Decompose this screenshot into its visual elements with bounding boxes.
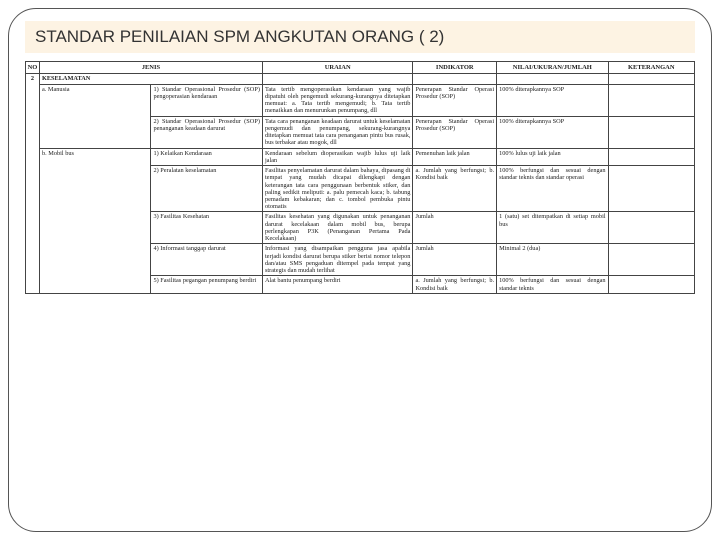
- cell-jenis: 4) Informasi tanggap darurat: [151, 244, 263, 276]
- cell-ket: [608, 166, 694, 212]
- slide-frame: STANDAR PENILAIAN SPM ANGKUTAN ORANG ( 2…: [8, 8, 712, 532]
- cell-cat-b: b. Mobil bus: [39, 148, 151, 293]
- cell-uraian: Kendaraan sebelum dioperasikan wajib lul…: [262, 148, 413, 165]
- cell-indikator: Penerapan Standar Operasi Prosedur (SOP): [413, 84, 497, 116]
- cell-empty: [497, 74, 609, 84]
- cell-jenis: 1) Standar Operasional Prosedur (SOP) pe…: [151, 84, 263, 116]
- cell-ket: [608, 276, 694, 293]
- page-title: STANDAR PENILAIAN SPM ANGKUTAN ORANG ( 2…: [25, 21, 695, 53]
- th-indikator: INDIKATOR: [413, 62, 497, 74]
- cell-indikator: Jumlah: [413, 244, 497, 276]
- th-nilai: NILAI/UKURAN/JUMLAH: [497, 62, 609, 74]
- cell-uraian: Tata tertib mengoperasikan kendaraan yan…: [262, 84, 413, 116]
- th-jenis: JENIS: [39, 62, 262, 74]
- th-uraian: URAIAN: [262, 62, 413, 74]
- cell-indikator: a. Jumlah yang berfungsi; b. Kondisi bai…: [413, 276, 497, 293]
- table-row: b. Mobil bus 1) Kelaikan Kendaraan Kenda…: [26, 148, 695, 165]
- group-row: 2 KESELAMATAN: [26, 74, 695, 84]
- cell-nilai: 100% lulus uji laik jalan: [497, 148, 609, 165]
- cell-ket: [608, 84, 694, 116]
- cell-uraian: Alat bantu penumpang berdiri: [262, 276, 413, 293]
- table-row: a. Manusia 1) Standar Operasional Prosed…: [26, 84, 695, 116]
- cell-no: 2: [26, 74, 40, 293]
- th-keterangan: KETERANGAN: [608, 62, 694, 74]
- cell-indikator: Penerapan Standar Operasi Prosedur (SOP): [413, 116, 497, 148]
- cell-empty: [262, 74, 413, 84]
- th-no: NO: [26, 62, 40, 74]
- cell-cat-a: a. Manusia: [39, 84, 151, 148]
- cell-nilai: 100% berfungsi dan sesuai dengan standar…: [497, 166, 609, 212]
- cell-jenis: 2) Peralatan keselamatan: [151, 166, 263, 212]
- cell-nilai: Minimal 2 (dua): [497, 244, 609, 276]
- cell-group: KESELAMATAN: [39, 74, 262, 84]
- header-row: NO JENIS URAIAN INDIKATOR NILAI/UKURAN/J…: [26, 62, 695, 74]
- cell-uraian: Tata cara penanganan keadaan darurat unt…: [262, 116, 413, 148]
- cell-uraian: Fasilitas penyelamatan darurat dalam bah…: [262, 166, 413, 212]
- cell-jenis: 3) Fasilitas Kesehatan: [151, 212, 263, 244]
- cell-ket: [608, 116, 694, 148]
- cell-uraian: Fasilitas kesehatan yang digunakan untuk…: [262, 212, 413, 244]
- cell-jenis: 2) Standar Operasional Prosedur (SOP) pe…: [151, 116, 263, 148]
- cell-empty: [413, 74, 497, 84]
- cell-nilai: 100% berfungsi dan sesuai dengan standar…: [497, 276, 609, 293]
- cell-uraian: Informasi yang disampaikan pengguna jasa…: [262, 244, 413, 276]
- cell-empty: [608, 74, 694, 84]
- cell-nilai: 100% diterapkannya SOP: [497, 116, 609, 148]
- cell-ket: [608, 244, 694, 276]
- cell-jenis: 5) Fasilitas pegangan penumpang berdiri: [151, 276, 263, 293]
- cell-indikator: Pemenuhan laik jalan: [413, 148, 497, 165]
- cell-ket: [608, 212, 694, 244]
- cell-nilai: 100% diterapkannya SOP: [497, 84, 609, 116]
- cell-indikator: a. Jumlah yang berfungsi; b. Kondisi bai…: [413, 166, 497, 212]
- cell-indikator: Jumlah: [413, 212, 497, 244]
- cell-nilai: 1 (satu) set ditempatkan di setiap mobil…: [497, 212, 609, 244]
- spm-table: NO JENIS URAIAN INDIKATOR NILAI/UKURAN/J…: [25, 61, 695, 294]
- cell-jenis: 1) Kelaikan Kendaraan: [151, 148, 263, 165]
- cell-ket: [608, 148, 694, 165]
